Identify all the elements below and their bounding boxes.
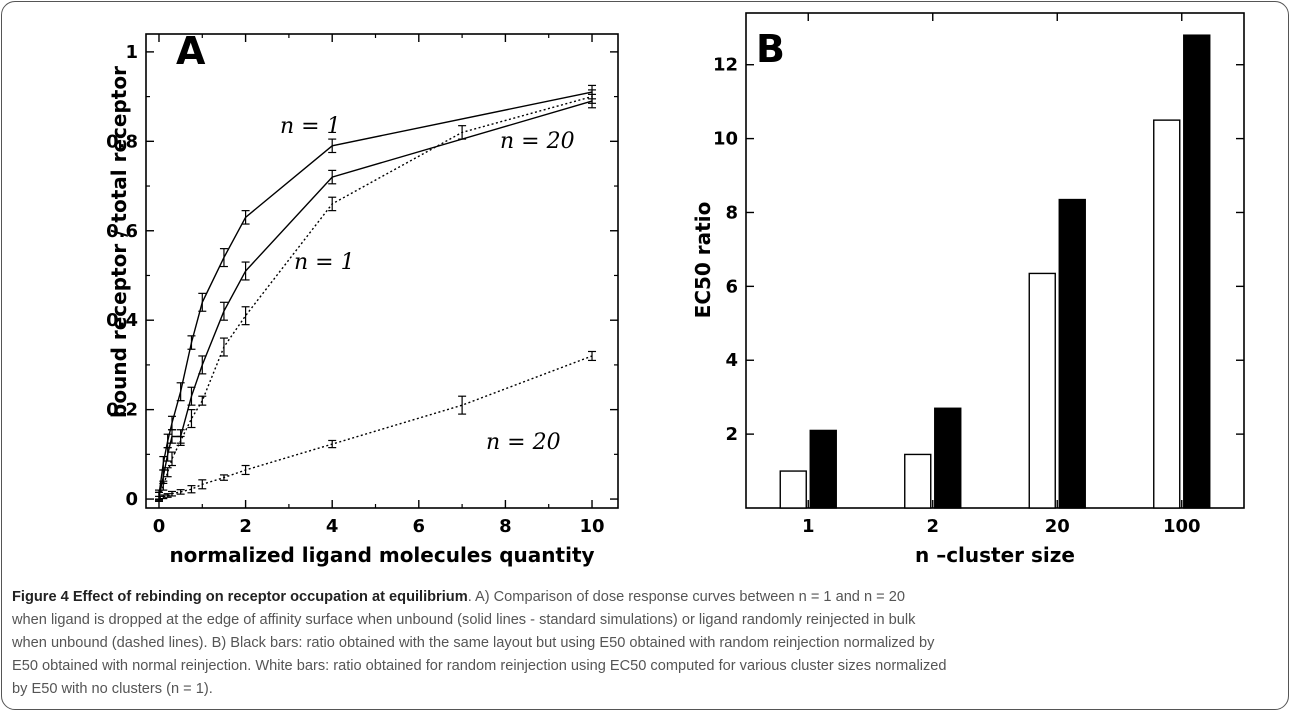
annotation-n1-solid: n = 1 (280, 114, 341, 139)
panel-a-error-bar (176, 435, 185, 446)
panel-a-error-bar (241, 261, 250, 281)
white-bar (904, 453, 932, 509)
panel-a-x-tick-label: 8 (499, 516, 512, 537)
black-bar (1058, 198, 1086, 509)
figure-caption: Figure 4 Effect of rebinding on receptor… (12, 586, 1280, 701)
panel-b-x-axis-title: n –cluster size (915, 543, 1075, 567)
panel-a-error-bar (588, 89, 597, 104)
panel-b-letter: B (756, 27, 785, 71)
panel-a-error-bar (198, 395, 207, 406)
panel-a-plot-frame (145, 33, 619, 509)
panel-a-error-bar (328, 138, 337, 154)
panel-a-error-bar (588, 350, 597, 362)
panel-a-error-bar (458, 395, 467, 415)
panel-a-error-bar (219, 301, 228, 321)
panel-a-error-bar (167, 451, 176, 467)
panel-a-x-tick-label: 0 (153, 516, 166, 537)
panel-a-ticks: 0 2 4 6 8 10 0 0.2 0.4 0.6 0.8 1 (106, 34, 618, 537)
panel-a-y-tick-label: 0.4 (106, 310, 138, 331)
panel-a-x-tick-label: 10 (579, 516, 604, 537)
panel-a-error-bar (198, 355, 207, 375)
panel-a-error-bar (219, 248, 228, 268)
panel-a-error-bar (219, 474, 228, 481)
panel-a-error-bar (167, 429, 176, 444)
panel-a-letter: A (176, 29, 206, 73)
panel-a-x-axis-title: normalized ligand molecules quantity (169, 543, 594, 567)
panel-b-y-axis-title: EC50 ratio (691, 202, 715, 319)
caption-line-2: when ligand is dropped at the edge of af… (12, 612, 916, 628)
panel-b-x-tick-label: 1 (802, 516, 815, 537)
panel-a-error-bar (198, 292, 207, 312)
panel-b-x-tick-label: 2 (926, 516, 939, 537)
panel-a-y-tick-label: 0.6 (106, 221, 138, 242)
panel-a-y-tick-label: 0.2 (106, 400, 138, 421)
black-bar (809, 429, 837, 509)
caption-title: Figure 4 Effect of rebinding on receptor… (12, 589, 468, 605)
panel-a-error-bar (176, 382, 185, 402)
panel-a-chart: A 0 2 4 6 8 10 0 0.2 0.4 0.6 0.8 1 n = 1 n = 20 n =… (106, 29, 619, 567)
panel-a-error-bar (154, 495, 163, 501)
panel-a-error-bar (176, 489, 185, 495)
white-bar (1028, 272, 1056, 509)
panel-a-error-bar (163, 493, 172, 498)
panel-a-error-bar (187, 335, 196, 350)
white-bar (779, 470, 807, 509)
panel-a-series-line-4 (158, 355, 593, 499)
panel-a-error-bar (328, 439, 337, 449)
panel-b-y-tick-label: 8 (725, 202, 738, 223)
panel-a-error-bar (241, 306, 250, 326)
panel-a-error-bar (159, 480, 168, 491)
panel-a-y-tick-label: 0.8 (106, 131, 138, 152)
panel-a-error-bar (187, 386, 196, 406)
caption-line-3: when unbound (dashed lines). B) Black ba… (12, 635, 935, 651)
panel-a-error-bar (219, 337, 228, 357)
panel-a-error-bar (198, 479, 207, 490)
caption-line-5: by E50 with no clusters (n = 1). (12, 681, 213, 697)
panel-a-series (154, 84, 597, 502)
panel-a-error-bar (187, 485, 196, 494)
panel-a-error-bar (163, 467, 172, 478)
caption-line-1: . A) Comparison of dose response curves … (467, 589, 905, 605)
panel-a-error-bar (241, 210, 250, 225)
annotation-n20-dotted: n = 20 (500, 129, 575, 154)
panel-a-error-bar (163, 447, 172, 462)
panel-a-error-bar (167, 415, 176, 431)
panel-a-y-tick-label: 0 (125, 489, 138, 510)
panel-a-series-line-3 (158, 95, 593, 498)
panel-a-x-tick-label: 4 (326, 516, 339, 537)
panel-a-error-bar (159, 494, 168, 500)
panel-b-y-tick-label: 2 (725, 424, 738, 445)
panel-b-x-tick-label: 100 (1163, 516, 1201, 537)
panel-a-error-bar (458, 125, 467, 140)
white-bar (1153, 119, 1181, 509)
panel-a-error-bar (187, 409, 196, 429)
panel-b-y-tick-label: 10 (713, 129, 738, 150)
panel-b-x-tick-label: 20 (1045, 516, 1070, 537)
panel-a-x-tick-label: 2 (239, 516, 252, 537)
annotation-n1-dotted: n = 1 (294, 250, 355, 275)
annotation-n20-bottom: n = 20 (486, 430, 561, 455)
panel-b-y-tick-label: 12 (713, 55, 738, 76)
panel-a-y-tick-label: 1 (125, 42, 138, 63)
panel-a-error-bar (328, 169, 337, 185)
panel-a-y-axis-title: bound receptor / total receptor (107, 66, 131, 418)
panel-a-error-bar (167, 490, 176, 497)
panel-b-y-tick-label: 4 (725, 350, 738, 371)
panel-a-error-bar (241, 464, 250, 476)
panel-a-error-bar (328, 196, 337, 212)
panel-b-y-tick-label: 6 (725, 276, 738, 297)
panel-a-x-tick-label: 6 (413, 516, 426, 537)
panel-b-plot-frame (745, 12, 1245, 509)
panel-b-bars (779, 34, 1211, 509)
black-bar (1183, 34, 1211, 509)
black-bar (934, 407, 962, 509)
caption-line-4: E50 obtained with normal reinjection. Wh… (12, 658, 947, 674)
